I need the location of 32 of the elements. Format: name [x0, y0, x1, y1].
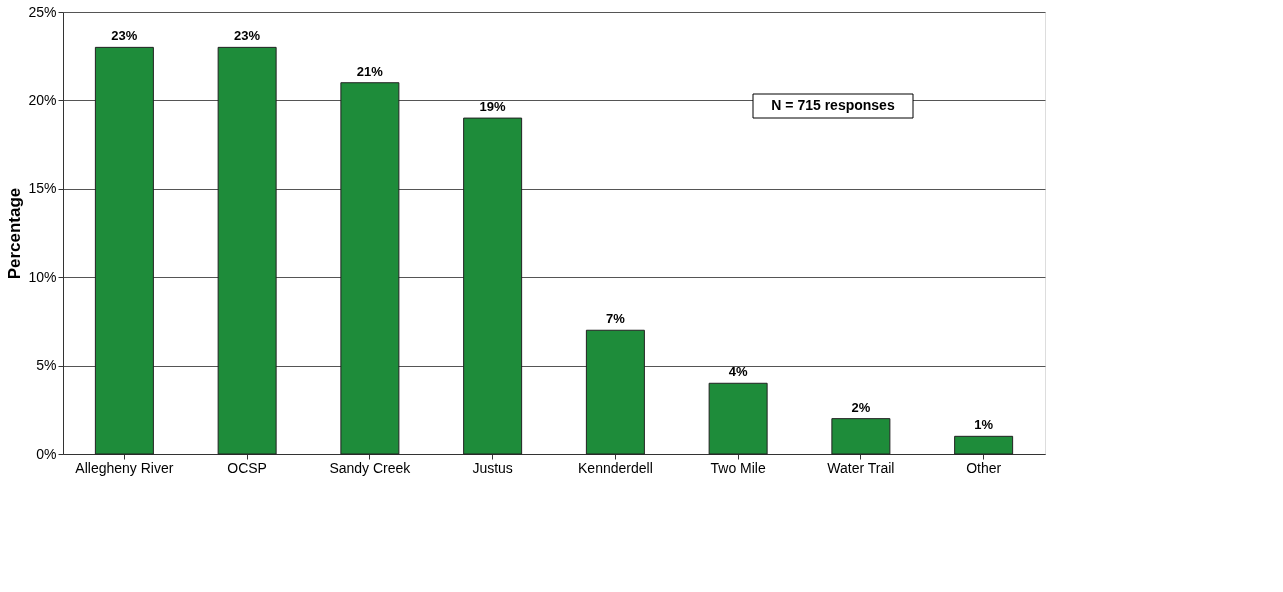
- data-label: 7%: [605, 311, 626, 327]
- y-axis-title: Percentage: [5, 187, 25, 280]
- bar: [217, 46, 277, 455]
- y-tick-label: 25%: [28, 3, 57, 20]
- y-tick-label: 20%: [28, 91, 57, 108]
- data-label: 23%: [111, 28, 138, 44]
- bar: [954, 435, 1014, 455]
- y-tick-label: 15%: [28, 180, 57, 197]
- data-label: 23%: [234, 28, 261, 44]
- x-tick-label: Kennderdell: [578, 459, 653, 476]
- data-label: 1%: [974, 417, 994, 433]
- x-tick-label: Other: [966, 459, 1002, 476]
- x-tick-label: OCSP: [227, 459, 267, 476]
- data-label: 4%: [728, 364, 748, 380]
- bar: [831, 418, 891, 455]
- annotation: N = 715 responses: [771, 97, 895, 113]
- bar: [708, 382, 768, 455]
- bar: [463, 117, 523, 455]
- y-tick-label: 5%: [36, 357, 57, 374]
- y-tick-label: 10%: [28, 268, 57, 285]
- x-tick-label: Water Trail: [827, 459, 895, 476]
- x-tick-label: Justus: [472, 459, 513, 476]
- x-tick-label: Two Mile: [710, 459, 766, 476]
- x-tick-label: Sandy Creek: [329, 459, 412, 476]
- data-label: 19%: [479, 99, 507, 115]
- data-label: 2%: [851, 399, 871, 415]
- y-tick-label: 0%: [36, 445, 57, 462]
- x-tick-label: Allegheny River: [75, 459, 174, 476]
- bar: [94, 46, 154, 455]
- bar: [340, 82, 400, 455]
- bar: [585, 329, 645, 455]
- data-label: 21%: [356, 63, 384, 79]
